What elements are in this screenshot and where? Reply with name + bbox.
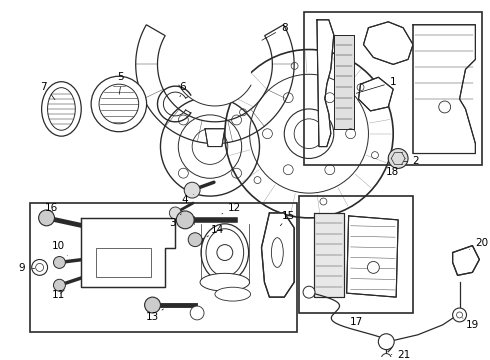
Polygon shape [314,213,343,297]
Polygon shape [317,20,334,147]
Ellipse shape [48,87,75,130]
Text: 6: 6 [179,82,186,92]
Polygon shape [205,129,225,147]
Circle shape [303,286,315,298]
Text: 10: 10 [52,240,67,256]
Text: 11: 11 [52,290,65,300]
Circle shape [32,260,48,275]
Text: 14: 14 [207,225,224,237]
Polygon shape [179,64,251,106]
Polygon shape [453,246,479,275]
Ellipse shape [201,224,248,281]
Circle shape [378,334,394,350]
Ellipse shape [42,82,81,136]
Circle shape [368,261,379,273]
Circle shape [39,210,54,226]
Bar [30,203,297,332]
Circle shape [145,297,160,313]
Polygon shape [364,22,413,64]
Ellipse shape [271,238,283,267]
Text: 13: 13 [146,309,164,322]
Circle shape [217,245,233,261]
Text: 15: 15 [280,211,295,226]
Text: 16: 16 [45,203,58,213]
Text: 9: 9 [19,264,25,273]
Polygon shape [136,25,294,144]
Text: 21: 21 [391,350,411,360]
Text: 7: 7 [40,82,47,92]
Circle shape [190,306,204,320]
Circle shape [388,149,408,168]
Circle shape [53,257,65,269]
Polygon shape [334,35,354,129]
Circle shape [170,207,181,219]
Text: 4: 4 [182,195,194,205]
Circle shape [184,182,200,198]
Text: 8: 8 [262,23,288,40]
Circle shape [381,354,391,360]
Polygon shape [359,77,393,111]
Text: 18: 18 [386,167,399,177]
Ellipse shape [200,273,249,291]
Text: 19: 19 [463,318,479,330]
Circle shape [91,76,147,132]
Text: 5: 5 [118,72,124,82]
Polygon shape [413,25,475,153]
Polygon shape [346,216,398,297]
Ellipse shape [215,287,250,301]
Bar [96,248,150,277]
Text: 20: 20 [469,238,488,249]
Text: 17: 17 [350,317,363,327]
Circle shape [453,308,466,322]
Circle shape [53,279,65,291]
Circle shape [176,211,194,229]
Bar [304,12,482,165]
Text: 12: 12 [222,203,242,214]
Bar [299,196,413,313]
Text: 1: 1 [356,77,396,93]
Polygon shape [262,213,294,297]
Text: 3: 3 [169,214,181,228]
Circle shape [188,233,202,247]
Ellipse shape [206,229,244,276]
Circle shape [439,101,451,113]
Polygon shape [81,218,175,287]
Text: 2: 2 [404,157,419,166]
